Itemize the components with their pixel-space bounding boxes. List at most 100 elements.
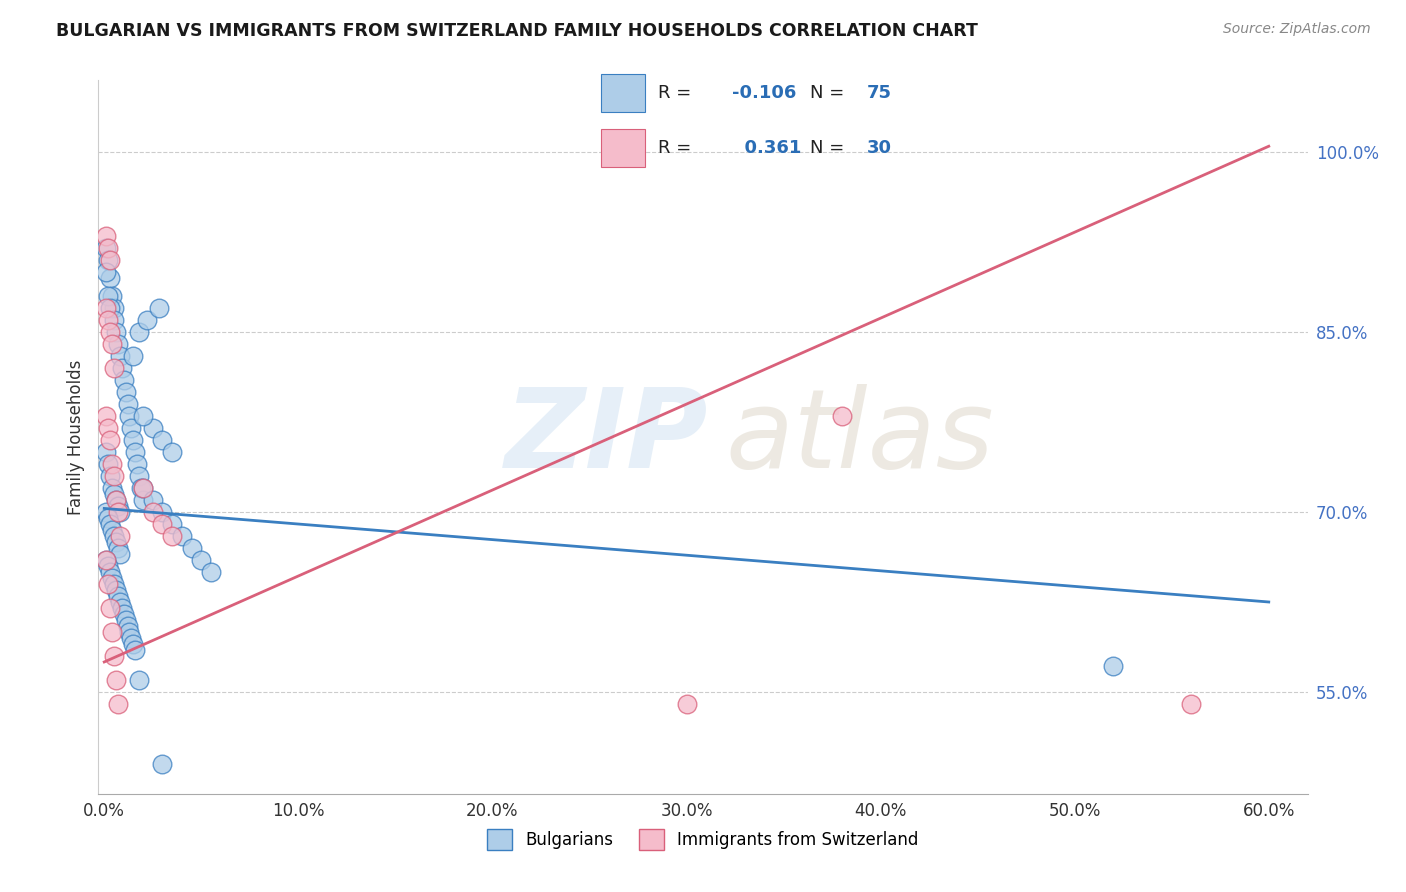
Point	[132, 409, 155, 423]
Point	[101, 481, 124, 495]
Point	[132, 481, 155, 495]
Bar	[600, 74, 644, 112]
Point	[96, 553, 118, 567]
Point	[96, 301, 118, 315]
Text: -0.106: -0.106	[733, 84, 797, 103]
Y-axis label: Family Households: Family Households	[66, 359, 84, 515]
Point	[127, 457, 149, 471]
Point	[128, 325, 150, 339]
Point	[831, 409, 853, 423]
Point	[117, 397, 139, 411]
Point	[124, 643, 146, 657]
Point	[98, 433, 121, 447]
Point	[96, 505, 118, 519]
Point	[97, 241, 120, 255]
Point	[107, 589, 129, 603]
Point	[98, 301, 121, 315]
Point	[107, 499, 129, 513]
Point	[97, 577, 120, 591]
Text: Source: ZipAtlas.com: Source: ZipAtlas.com	[1223, 22, 1371, 37]
Point	[107, 337, 129, 351]
Text: 30: 30	[868, 138, 893, 157]
Point	[98, 469, 121, 483]
Point	[180, 541, 202, 555]
Point	[170, 529, 193, 543]
Point	[107, 505, 129, 519]
Text: N =: N =	[810, 138, 844, 157]
Point	[122, 349, 145, 363]
Point	[104, 582, 127, 597]
Point	[108, 547, 131, 561]
Point	[108, 349, 131, 363]
Point	[152, 433, 174, 447]
Point	[142, 421, 165, 435]
Point	[96, 409, 118, 423]
Point	[132, 493, 155, 508]
Point	[124, 445, 146, 459]
Point	[97, 313, 120, 327]
Bar	[600, 128, 644, 167]
Text: BULGARIAN VS IMMIGRANTS FROM SWITZERLAND FAMILY HOUSEHOLDS CORRELATION CHART: BULGARIAN VS IMMIGRANTS FROM SWITZERLAND…	[56, 22, 979, 40]
Text: 0.361: 0.361	[733, 138, 801, 157]
Point	[160, 516, 183, 531]
Point	[200, 565, 222, 579]
Point	[675, 697, 697, 711]
Text: ZIP: ZIP	[505, 384, 709, 491]
Point	[111, 361, 134, 376]
Point	[128, 673, 150, 687]
Point	[122, 433, 145, 447]
Point	[96, 241, 118, 255]
Point	[128, 469, 150, 483]
Point	[104, 535, 127, 549]
Point	[114, 613, 136, 627]
Point	[107, 697, 129, 711]
Legend: Bulgarians, Immigrants from Switzerland: Bulgarians, Immigrants from Switzerland	[488, 830, 918, 850]
Point	[108, 529, 131, 543]
Point	[103, 487, 125, 501]
Point	[103, 313, 125, 327]
Point	[103, 301, 125, 315]
Point	[152, 516, 174, 531]
Point	[96, 445, 118, 459]
Point	[118, 624, 141, 639]
Point	[101, 571, 124, 585]
Point	[117, 619, 139, 633]
Point	[120, 421, 142, 435]
Point	[160, 529, 183, 543]
Point	[104, 493, 127, 508]
Point	[104, 493, 127, 508]
Point	[96, 265, 118, 279]
Point	[97, 559, 120, 574]
Point	[136, 313, 159, 327]
Point	[112, 607, 135, 621]
Point	[97, 511, 120, 525]
Point	[129, 481, 152, 495]
Text: R =: R =	[658, 138, 692, 157]
Point	[1102, 658, 1125, 673]
Text: R =: R =	[658, 84, 692, 103]
Point	[103, 361, 125, 376]
Point	[104, 673, 127, 687]
Point	[103, 469, 125, 483]
Point	[152, 756, 174, 771]
Point	[114, 385, 136, 400]
Point	[101, 457, 124, 471]
Point	[1180, 697, 1202, 711]
Point	[112, 373, 135, 387]
Point	[190, 553, 212, 567]
Point	[107, 541, 129, 555]
Point	[96, 553, 118, 567]
Text: 75: 75	[868, 84, 893, 103]
Point	[101, 624, 124, 639]
Point	[111, 601, 134, 615]
Point	[103, 648, 125, 663]
Point	[101, 289, 124, 303]
Point	[101, 523, 124, 537]
Point	[118, 409, 141, 423]
Point	[103, 577, 125, 591]
Point	[108, 505, 131, 519]
Point	[98, 565, 121, 579]
Point	[142, 505, 165, 519]
Point	[103, 529, 125, 543]
Point	[104, 325, 127, 339]
